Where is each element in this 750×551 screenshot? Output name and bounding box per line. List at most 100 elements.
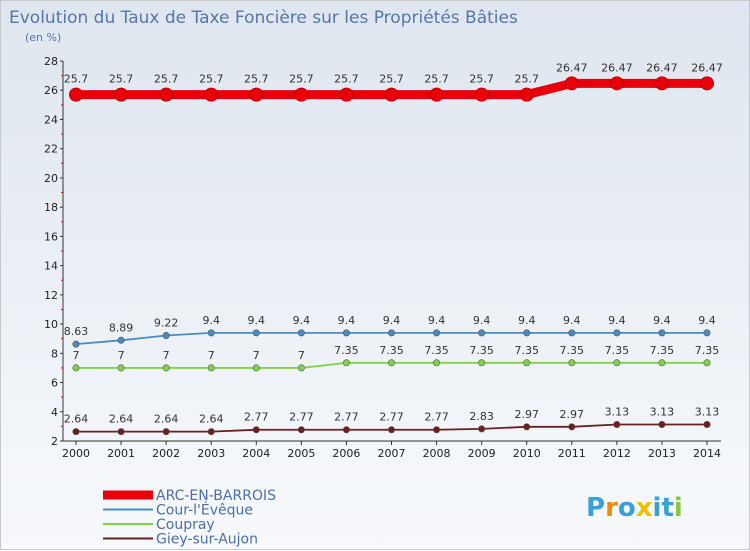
y-tick-label: 24 xyxy=(44,113,58,126)
data-point xyxy=(564,76,579,91)
data-label: 2.77 xyxy=(289,411,314,424)
data-point xyxy=(297,364,305,372)
data-point xyxy=(568,329,576,337)
data-label: 2.64 xyxy=(199,413,224,426)
data-label: 7 xyxy=(298,349,305,362)
data-label: 25.7 xyxy=(424,73,449,86)
data-point xyxy=(703,420,711,428)
data-point xyxy=(478,329,486,337)
data-label: 9.4 xyxy=(293,314,311,327)
data-label: 8.63 xyxy=(64,325,89,338)
data-label: 25.7 xyxy=(64,73,89,86)
data-label: 25.7 xyxy=(154,73,179,86)
data-label: 2.64 xyxy=(109,413,134,426)
data-point xyxy=(162,428,170,436)
data-point xyxy=(703,359,711,367)
data-label: 25.7 xyxy=(334,73,359,86)
data-label: 9.4 xyxy=(473,314,491,327)
data-label: 9.4 xyxy=(428,314,446,327)
data-point xyxy=(523,359,531,367)
legend-entry: Giey-sur-Aujon xyxy=(156,532,258,548)
data-label: 25.7 xyxy=(109,73,134,86)
data-label: 25.7 xyxy=(244,73,269,86)
chart-title: Evolution du Taux de Taxe Foncière sur l… xyxy=(9,8,518,28)
legend-entry: Coupray xyxy=(156,517,215,533)
data-label: 9.4 xyxy=(202,314,220,327)
data-point xyxy=(162,331,170,339)
data-label: 9.4 xyxy=(383,314,401,327)
data-label: 25.7 xyxy=(379,73,404,86)
data-label: 7.35 xyxy=(334,344,359,357)
data-point xyxy=(703,329,711,337)
data-point xyxy=(433,426,441,434)
y-tick-label: 14 xyxy=(44,260,58,273)
data-label: 7.35 xyxy=(424,344,449,357)
y-tick-label: 16 xyxy=(44,230,58,243)
data-point xyxy=(658,420,666,428)
data-point xyxy=(568,423,576,431)
data-label: 9.4 xyxy=(338,314,356,327)
data-label: 3.13 xyxy=(650,405,675,418)
data-labels: 25.7 25.7 25.7 25.7 25.7 25.7 25.7 25.7 25.7 25.7… xyxy=(64,61,723,425)
x-tick-label: 2007 xyxy=(378,447,406,460)
x-tick-label: 2001 xyxy=(107,447,135,460)
data-point xyxy=(72,340,80,348)
x-tick-label: 2014 xyxy=(693,447,721,460)
x-tick-label: 2002 xyxy=(152,447,180,460)
x-tick-label: 2004 xyxy=(242,447,270,460)
data-point xyxy=(387,329,395,337)
data-label: 2.83 xyxy=(469,410,494,423)
data-point xyxy=(478,359,486,367)
y-tick-label: 20 xyxy=(44,172,58,185)
data-point xyxy=(700,76,714,91)
data-label: 7 xyxy=(118,349,125,362)
data-point xyxy=(387,426,395,434)
data-label: 7.35 xyxy=(650,344,675,357)
data-point xyxy=(204,87,219,102)
data-label: 26.47 xyxy=(691,61,723,74)
y-tick-label: 4 xyxy=(51,406,58,419)
data-point xyxy=(568,359,576,367)
data-point xyxy=(342,329,350,337)
data-point xyxy=(609,76,624,91)
logo-letter: t xyxy=(661,493,673,523)
data-point xyxy=(207,428,215,436)
data-label: 7.35 xyxy=(514,344,539,357)
data-point xyxy=(613,329,621,337)
data-label: 9.4 xyxy=(698,314,716,327)
x-tick-label: 2009 xyxy=(468,447,496,460)
data-point xyxy=(117,428,125,436)
data-point xyxy=(613,420,621,428)
data-label: 3.13 xyxy=(695,405,720,418)
x-tick-label: 2003 xyxy=(197,447,225,460)
y-tick-label: 8 xyxy=(51,347,58,360)
data-label: 25.7 xyxy=(469,73,494,86)
data-point xyxy=(252,364,260,372)
data-point xyxy=(207,329,215,337)
data-point xyxy=(384,87,399,102)
data-point xyxy=(658,329,666,337)
x-tick-label: 2008 xyxy=(423,447,451,460)
x-tick-label: 2013 xyxy=(648,447,676,460)
data-label: 2.97 xyxy=(560,408,585,421)
y-tick-label: 10 xyxy=(44,318,58,331)
data-point xyxy=(297,426,305,434)
data-label: 7 xyxy=(253,349,260,362)
y-tick-label: 22 xyxy=(44,143,58,156)
data-label: 7.35 xyxy=(605,344,630,357)
logo-letter: o xyxy=(618,493,636,523)
data-label: 7.35 xyxy=(695,344,720,357)
data-label: 7.35 xyxy=(560,344,585,357)
data-point xyxy=(429,87,444,102)
logo-letter: r xyxy=(605,493,618,523)
x-tick-label: 2000 xyxy=(62,447,90,460)
data-label: 26.47 xyxy=(601,61,633,74)
data-label: 2.77 xyxy=(244,411,269,424)
data-label: 7 xyxy=(73,349,80,362)
data-point xyxy=(252,426,260,434)
data-label: 7 xyxy=(163,349,170,362)
data-label: 9.22 xyxy=(154,316,179,329)
data-point xyxy=(252,329,260,337)
